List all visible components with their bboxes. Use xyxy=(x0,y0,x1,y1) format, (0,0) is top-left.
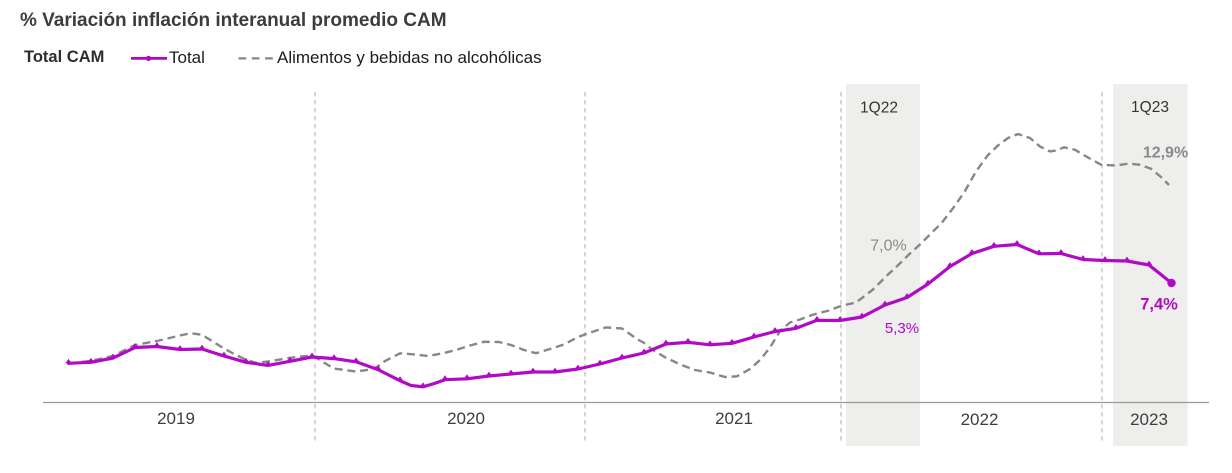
svg-text:2020: 2020 xyxy=(447,409,485,428)
svg-text:1Q22: 1Q22 xyxy=(860,100,898,117)
svg-text:Total: Total xyxy=(169,48,205,67)
svg-text:Alimentos y bebidas no alcohól: Alimentos y bebidas no alcohólicas xyxy=(277,48,542,67)
svg-text:2023: 2023 xyxy=(1130,410,1168,429)
svg-text:7,0%: 7,0% xyxy=(870,238,906,255)
svg-text:1Q23: 1Q23 xyxy=(1131,99,1169,116)
svg-text:2021: 2021 xyxy=(715,409,753,428)
svg-text:2022: 2022 xyxy=(961,410,999,429)
svg-text:Total CAM: Total CAM xyxy=(24,48,104,66)
svg-text:2019: 2019 xyxy=(157,409,195,428)
svg-text:12,9%: 12,9% xyxy=(1143,144,1188,161)
svg-text:5,3%: 5,3% xyxy=(885,320,919,337)
svg-text:7,4%: 7,4% xyxy=(1140,296,1178,314)
svg-text:% Variación inflación interanu: % Variación inflación interanual promedi… xyxy=(20,10,447,31)
